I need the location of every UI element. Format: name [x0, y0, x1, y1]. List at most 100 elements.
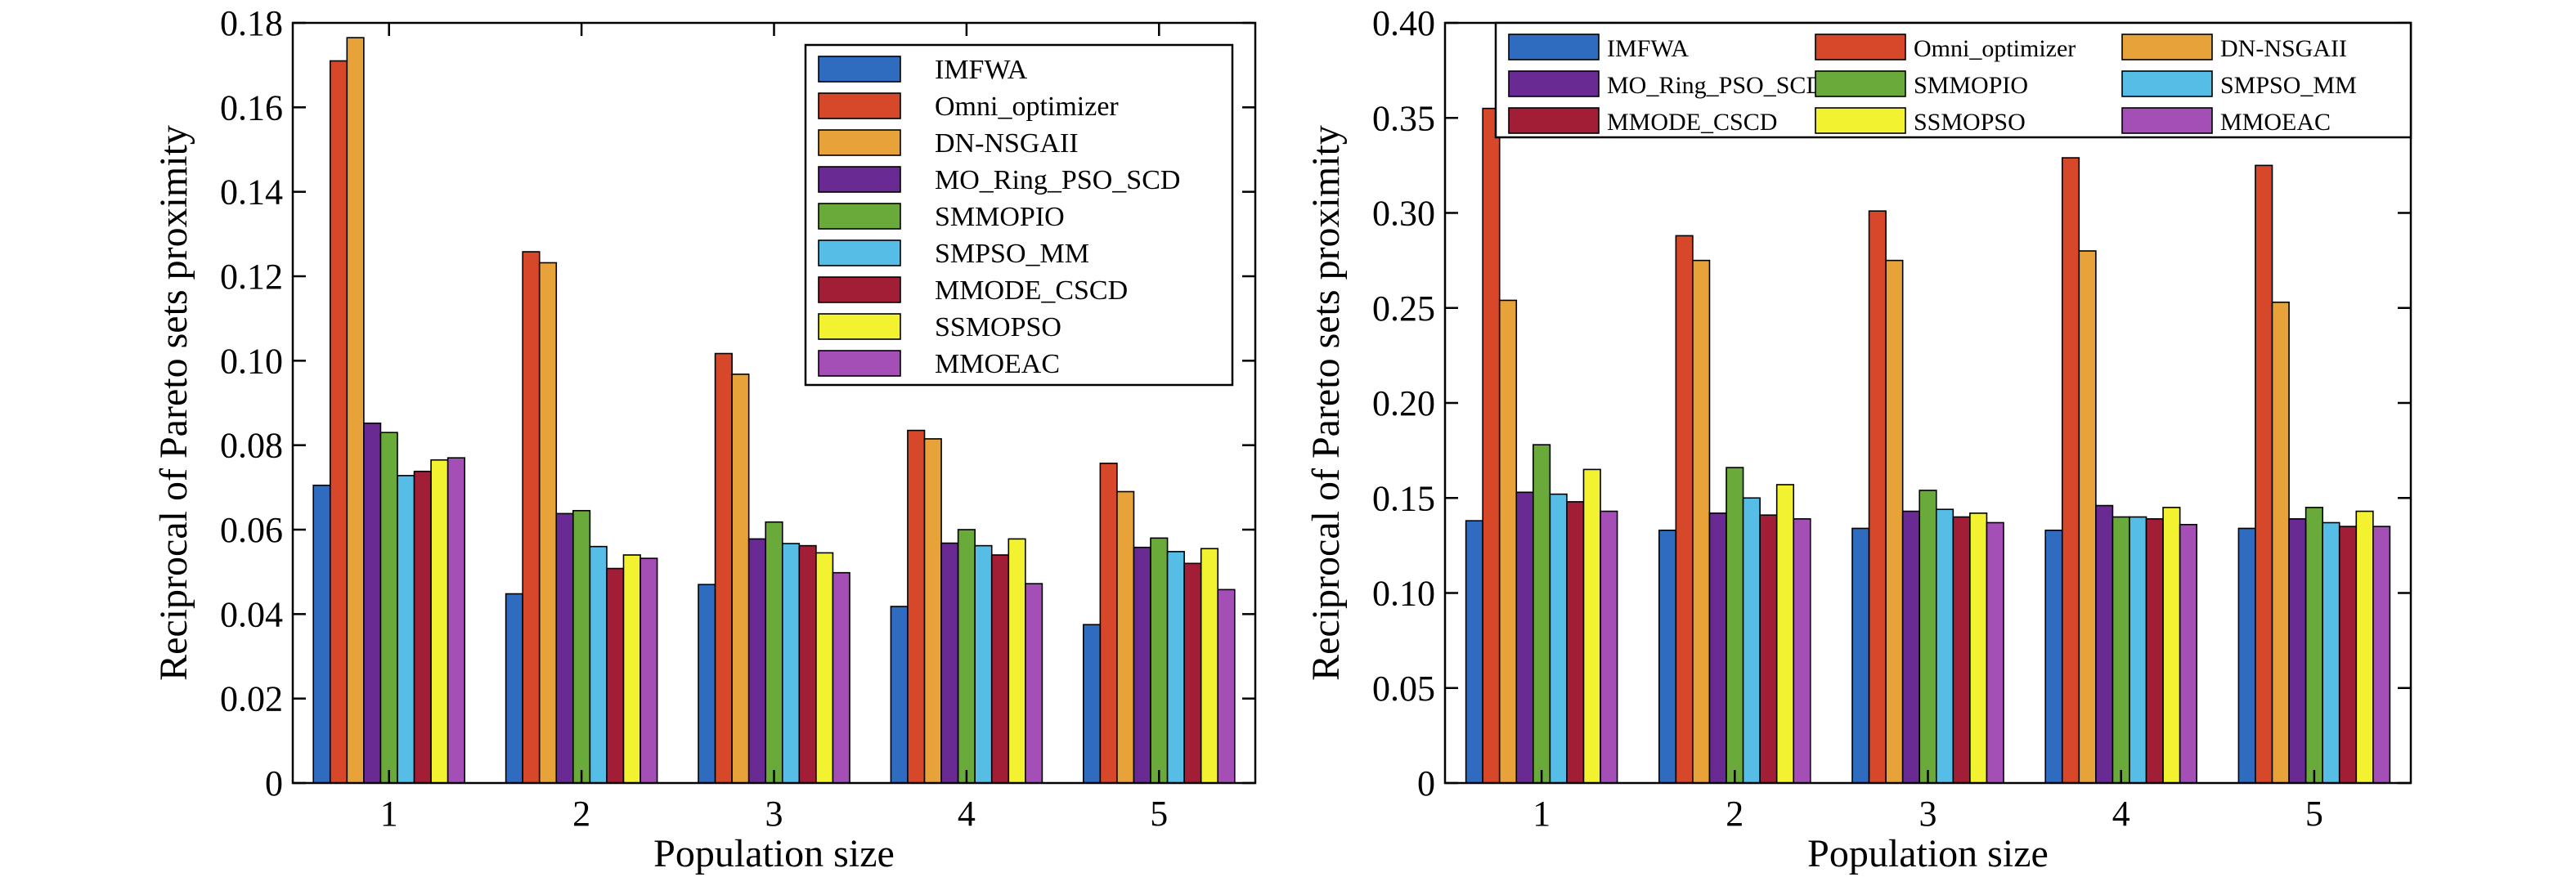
- bar-SSMOPSO-5: [1200, 548, 1219, 784]
- bar-DN-NSGAII-2: [1692, 259, 1711, 784]
- bar-SSMOPSO-5: [2355, 510, 2374, 784]
- y-tick-label: 0.14: [220, 172, 283, 213]
- y-axis-title: Reciprocal of Pareto sets proximity: [1304, 125, 1348, 681]
- y-tick-label: 0: [265, 763, 283, 803]
- x-tick-label: 3: [1919, 794, 1937, 834]
- bar-SMPSO_MM-4: [974, 544, 993, 784]
- legend-swatch-SMMOPIO: [818, 203, 901, 230]
- legend-swatch-SSMOPSO: [818, 313, 901, 340]
- bar-DN-NSGAII-3: [1885, 259, 1904, 784]
- y-tick-label: 0.16: [220, 87, 283, 128]
- bar-MO_Ring_PSO_SCD-4: [2095, 504, 2114, 784]
- bar-MO_Ring_PSO_SCD-2: [555, 512, 574, 784]
- bar-SSMOPSO-2: [622, 554, 641, 784]
- y-tick-label: 0.08: [220, 426, 283, 466]
- legend-label-MMOEAC: MMOEAC: [935, 349, 1060, 379]
- legend-swatch-DN-NSGAII: [818, 129, 901, 156]
- bar-DN-NSGAII-5: [2271, 301, 2290, 784]
- bar-MO_Ring_PSO_SCD-3: [747, 538, 767, 784]
- x-tick-label: 1: [380, 794, 398, 834]
- y-tick-label: 0.25: [1372, 289, 1435, 329]
- bar-Omni_optimizer-3: [714, 352, 733, 784]
- chart-1: 0 0.02 0.04 0.06 0.08 0.10 0.12 0.14 0.16 0.18 1 2 3…: [152, 3, 1257, 875]
- bar-Omni_optimizer-4: [2061, 157, 2080, 784]
- bar-SMPSO_MM-1: [1549, 493, 1568, 784]
- legend-label-MMOEAC: MMOEAC: [2220, 109, 2331, 136]
- bar-SSMOPSO-1: [430, 459, 449, 784]
- y-tick-label: 0.04: [220, 594, 283, 634]
- legend-label-DN-NSGAII: DN-NSGAII: [935, 128, 1079, 159]
- legend-label-SMPSO_MM: SMPSO_MM: [935, 239, 1089, 269]
- legend: IMFWA Omni_optimizer DN-NSGAII MO_Ring_PSO_…: [804, 43, 1234, 387]
- bar-SSMOPSO-2: [1775, 484, 1795, 784]
- legend-swatch-Omni_optimizer: [1815, 34, 1906, 60]
- legend-label-Omni_optimizer: Omni_optimizer: [1914, 35, 2076, 62]
- bar-MMODE_CSCD-1: [1566, 501, 1585, 784]
- bar-DN-NSGAII-3: [731, 374, 750, 784]
- bar-MMODE_CSCD-3: [1952, 516, 1971, 784]
- bar-MMOEAC-1: [1600, 510, 1618, 784]
- bar-IMFWA-5: [1083, 624, 1102, 784]
- bar-SMPSO_MM-3: [1935, 508, 1954, 784]
- bar-MMOEAC-2: [640, 557, 658, 784]
- bar-MMOEAC-3: [832, 571, 850, 784]
- legend-swatch-MMODE_CSCD: [818, 276, 901, 303]
- bar-SMMOPIO-1: [1533, 444, 1551, 784]
- y-tick-label: 0.10: [1372, 574, 1435, 614]
- bar-Omni_optimizer-3: [1868, 210, 1887, 784]
- x-tick-label: 5: [2305, 794, 2323, 834]
- legend-swatch-Omni_optimizer: [818, 92, 901, 119]
- legend-swatch-MMOEAC: [818, 350, 901, 377]
- x-axis-title: Population size: [653, 832, 895, 875]
- bar-DN-NSGAII-2: [538, 262, 558, 784]
- legend-swatch-IMFWA: [818, 56, 901, 83]
- bar-IMFWA-4: [890, 606, 909, 784]
- bar-IMFWA-1: [1465, 520, 1483, 784]
- y-tick-label: 0.18: [220, 3, 283, 43]
- legend-swatch-SMMOPIO: [1815, 70, 1906, 97]
- bar-SMMOPIO-4: [2112, 516, 2130, 784]
- bar-SMPSO_MM-5: [1166, 551, 1185, 784]
- bar-MO_Ring_PSO_SCD-2: [1708, 512, 1727, 784]
- bar-Omni_optimizer-4: [907, 429, 926, 784]
- bar-MMOEAC-5: [2372, 526, 2391, 784]
- bar-Omni_optimizer-5: [1099, 463, 1118, 784]
- bar-SMMOPIO-5: [2304, 507, 2323, 784]
- y-tick-label: 0.30: [1372, 194, 1435, 234]
- chart-2: 0 0.05 0.10 0.15 0.20 0.25 0.30 0.35 0.40 1 2 3 4 5 Po…: [1304, 3, 2412, 875]
- y-tick-label: 0.40: [1372, 3, 1435, 43]
- bar-Omni_optimizer-2: [1675, 235, 1694, 784]
- y-tick-label: 0.20: [1372, 383, 1435, 423]
- legend-label-MMODE_CSCD: MMODE_CSCD: [1607, 109, 1777, 136]
- bar-SSMOPSO-1: [1582, 468, 1601, 784]
- bar-SSMOPSO-3: [1969, 512, 1988, 784]
- y-tick-label: 0.15: [1372, 478, 1435, 518]
- bar-SMPSO_MM-4: [2129, 516, 2147, 784]
- y-tick-label: 0.12: [220, 257, 283, 297]
- legend-label-DN-NSGAII: DN-NSGAII: [2220, 35, 2347, 62]
- bar-SSMOPSO-4: [2162, 507, 2181, 784]
- bar-MMODE_CSCD-2: [606, 567, 625, 784]
- x-tick-label: 2: [572, 794, 590, 834]
- bar-SMPSO_MM-2: [589, 545, 608, 784]
- x-tick-label: 5: [1150, 794, 1168, 834]
- bar-SMMOPIO-5: [1150, 537, 1169, 784]
- y-tick-label: 0.05: [1372, 669, 1435, 709]
- legend-box: [1494, 21, 2412, 139]
- y-tick-label: 0.06: [220, 510, 283, 550]
- bar-MO_Ring_PSO_SCD-1: [1515, 491, 1534, 784]
- x-tick-label: 1: [1533, 794, 1551, 834]
- legend-swatch-IMFWA: [1508, 34, 1600, 60]
- bar-MMOEAC-4: [1025, 583, 1043, 784]
- legend-label-SSMOPSO: SSMOPSO: [935, 312, 1061, 342]
- bar-MMODE_CSCD-5: [2338, 526, 2358, 784]
- bar-IMFWA-2: [505, 593, 523, 784]
- bar-SMPSO_MM-2: [1742, 497, 1761, 784]
- bar-Omni_optimizer-2: [522, 251, 541, 784]
- bar-SMPSO_MM-1: [397, 475, 415, 784]
- bar-MMODE_CSCD-1: [413, 470, 432, 784]
- y-tick-label: 0: [1417, 763, 1435, 803]
- x-tick-label: 4: [958, 794, 976, 834]
